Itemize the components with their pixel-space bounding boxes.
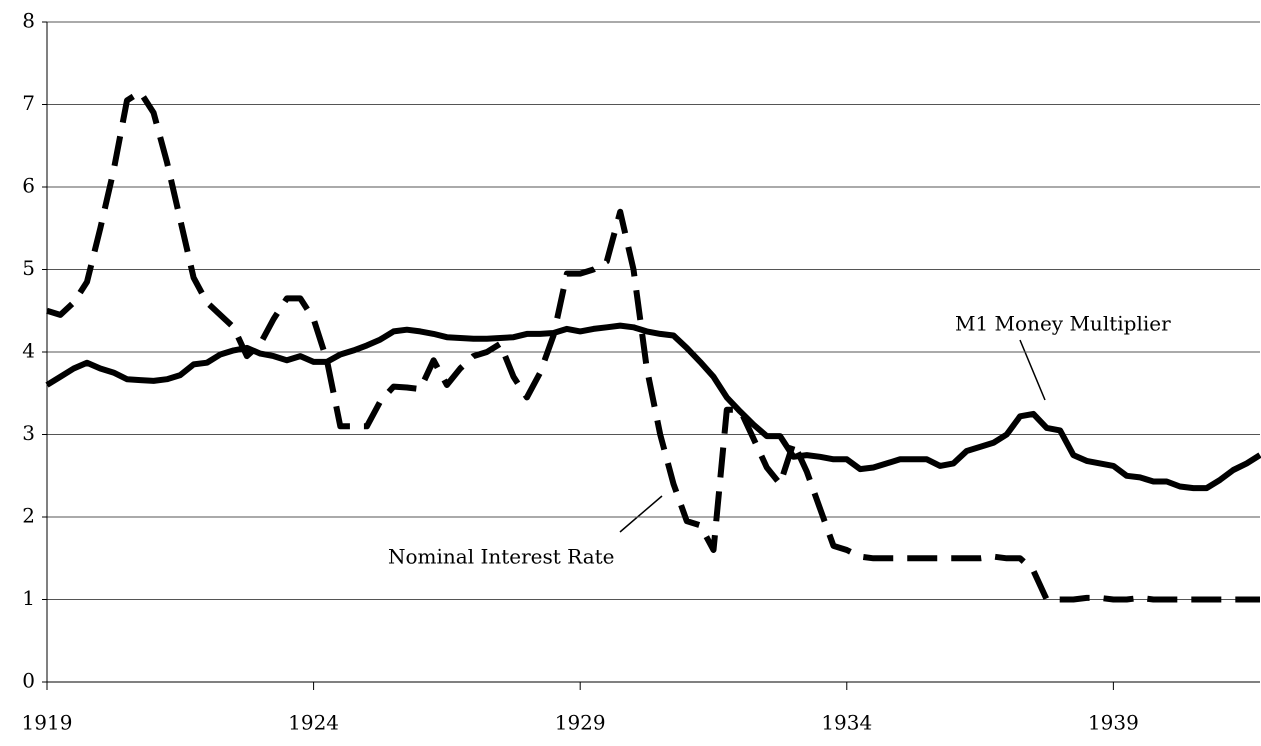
y-tick-label: 6: [22, 174, 35, 198]
y-tick-label: 3: [22, 421, 35, 445]
series-line: [45, 322, 1261, 492]
y-tick-label: 5: [22, 256, 35, 280]
y-tick-label: 1: [22, 586, 35, 610]
x-tick-label: 1929: [555, 711, 606, 735]
y-tick-label: 0: [22, 669, 35, 693]
series-line: [46, 89, 1260, 603]
x-tick-label: 1934: [821, 711, 872, 735]
x-tick-label: 1939: [1088, 711, 1139, 735]
leader-line: [1019, 339, 1046, 401]
y-tick-label: 8: [22, 9, 35, 33]
y-tick-label: 4: [22, 339, 35, 363]
leader-line: [619, 495, 663, 533]
y-tick-label: 7: [22, 91, 35, 115]
series-annotation: M1 Money Multiplier: [955, 312, 1171, 336]
x-tick-label: 1919: [22, 711, 73, 735]
series-annotation: Nominal Interest Rate: [388, 545, 614, 569]
y-tick-label: 2: [22, 504, 35, 528]
x-tick-label: 1924: [288, 711, 339, 735]
